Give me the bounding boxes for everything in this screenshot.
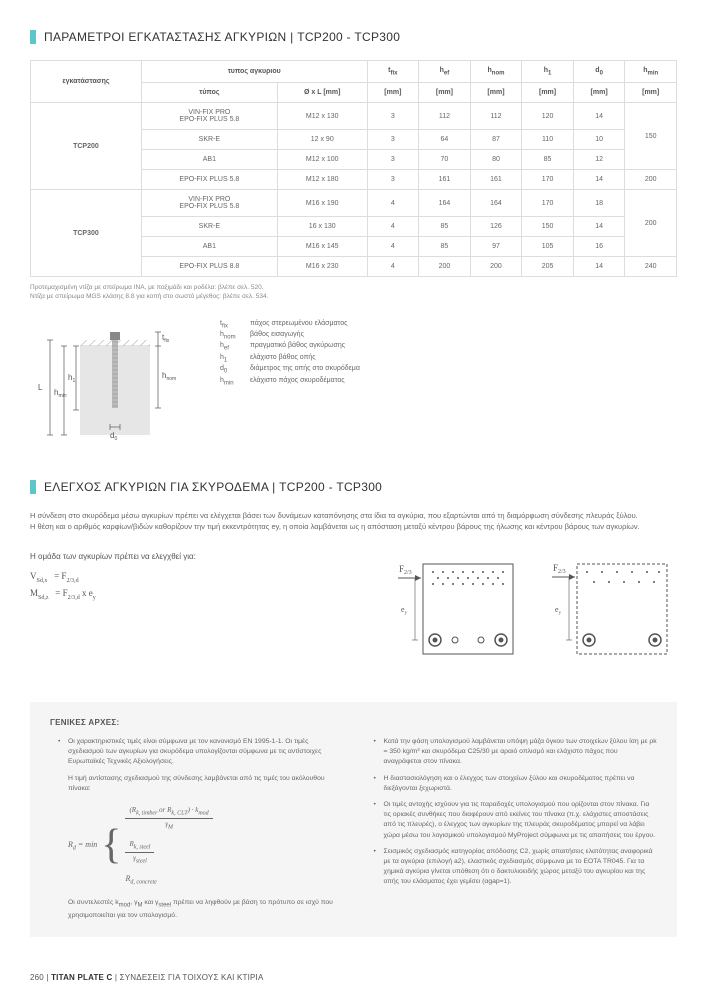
section1-title: ΠΑΡΑΜΕΤΡΟΙ ΕΓΚΑΤΑΣΤΑΣΗΣ ΑΓΚΥΡΙΩΝ | TCP20… — [30, 30, 677, 44]
hdr-anchor-type: τυπος αγκυριου — [141, 61, 367, 83]
svg-text:F2/3: F2/3 — [553, 563, 566, 575]
table-row: TCP300VIN-FIX PRO EPO-FIX PLUS 5.8M16 x … — [31, 190, 677, 217]
hdr-hef: hef — [419, 61, 471, 83]
table-footnote: Προτεμαχισμένη ντίζα με σπείρωμα INA, με… — [30, 283, 677, 301]
general-title: ΓΕΝΙΚΕΣ ΑΡΧΕΣ: — [50, 718, 657, 727]
anchor-params-table: εγκατάστασης τυπος αγκυριου tfix hef hno… — [30, 60, 677, 277]
hdr-hmin: hmin — [625, 61, 677, 83]
hdr-hnom: hnom — [470, 61, 522, 83]
section2-intro: Η σύνδεση στο σκυρόδεμα μέσω αγκυρίων πρ… — [30, 510, 677, 533]
svg-text:hnom: hnom — [162, 371, 176, 382]
svg-text:F2/3: F2/3 — [399, 564, 412, 576]
svg-text:hmin: hmin — [54, 388, 67, 399]
hdr-type: τύπος — [141, 83, 277, 103]
u5: [mm] — [470, 83, 522, 103]
hdr-h1: h1 — [522, 61, 574, 83]
u3: [mm] — [367, 83, 419, 103]
page-footer: 260 | TITAN PLATE C | ΣΥΝΔΕΣΕΙΣ ΓΙΑ ΤΟΙΧ… — [30, 973, 677, 982]
anchor-diagram: L hmin h1 tfix hnom d0 — [30, 320, 190, 440]
u4: [mm] — [419, 83, 471, 103]
svg-text:L: L — [38, 383, 43, 392]
general-right-col: Κατά την φάση υπολογισμού λαμβάνεται υπό… — [366, 737, 658, 921]
check-formulas: Η ομάδα των αγκυρίων πρέπει να ελεγχθεί … — [30, 552, 363, 605]
hdr-tfix: tfix — [367, 61, 419, 83]
section2-title: ΕΛΕΓΧΟΣ ΑΓΚΥΡΙΩΝ ΓΙΑ ΣΚΥΡΟΔΕΜΑ | TCP200 … — [30, 480, 677, 494]
svg-text:ey: ey — [401, 605, 408, 616]
general-principles-box: ΓΕΝΙΚΕΣ ΑΡΧΕΣ: Οι χαρακτηριστικές τιμές … — [30, 702, 677, 937]
table-row: TCP200VIN-FIX PRO EPO-FIX PLUS 5.8M12 x … — [31, 103, 677, 130]
u8: [mm] — [625, 83, 677, 103]
svg-text:tfix: tfix — [162, 333, 170, 344]
svg-text:h1: h1 — [68, 373, 75, 384]
diagram-legend: tfixπάχος στερεωμένου ελάσματοςhnomβάθος… — [220, 320, 360, 388]
u7: [mm] — [573, 83, 625, 103]
u6: [mm] — [522, 83, 574, 103]
hdr-dim: Ø x L [mm] — [277, 83, 367, 103]
hdr-d0: d0 — [573, 61, 625, 83]
check-diagrams: F2/3 ey F2/3 ey — [393, 552, 677, 662]
svg-text:ey: ey — [555, 605, 562, 616]
hdr-install: εγκατάστασης — [31, 61, 142, 103]
general-left-col: Οι χαρακτηριστικές τιμές είναι σύμφωνα μ… — [50, 737, 342, 921]
